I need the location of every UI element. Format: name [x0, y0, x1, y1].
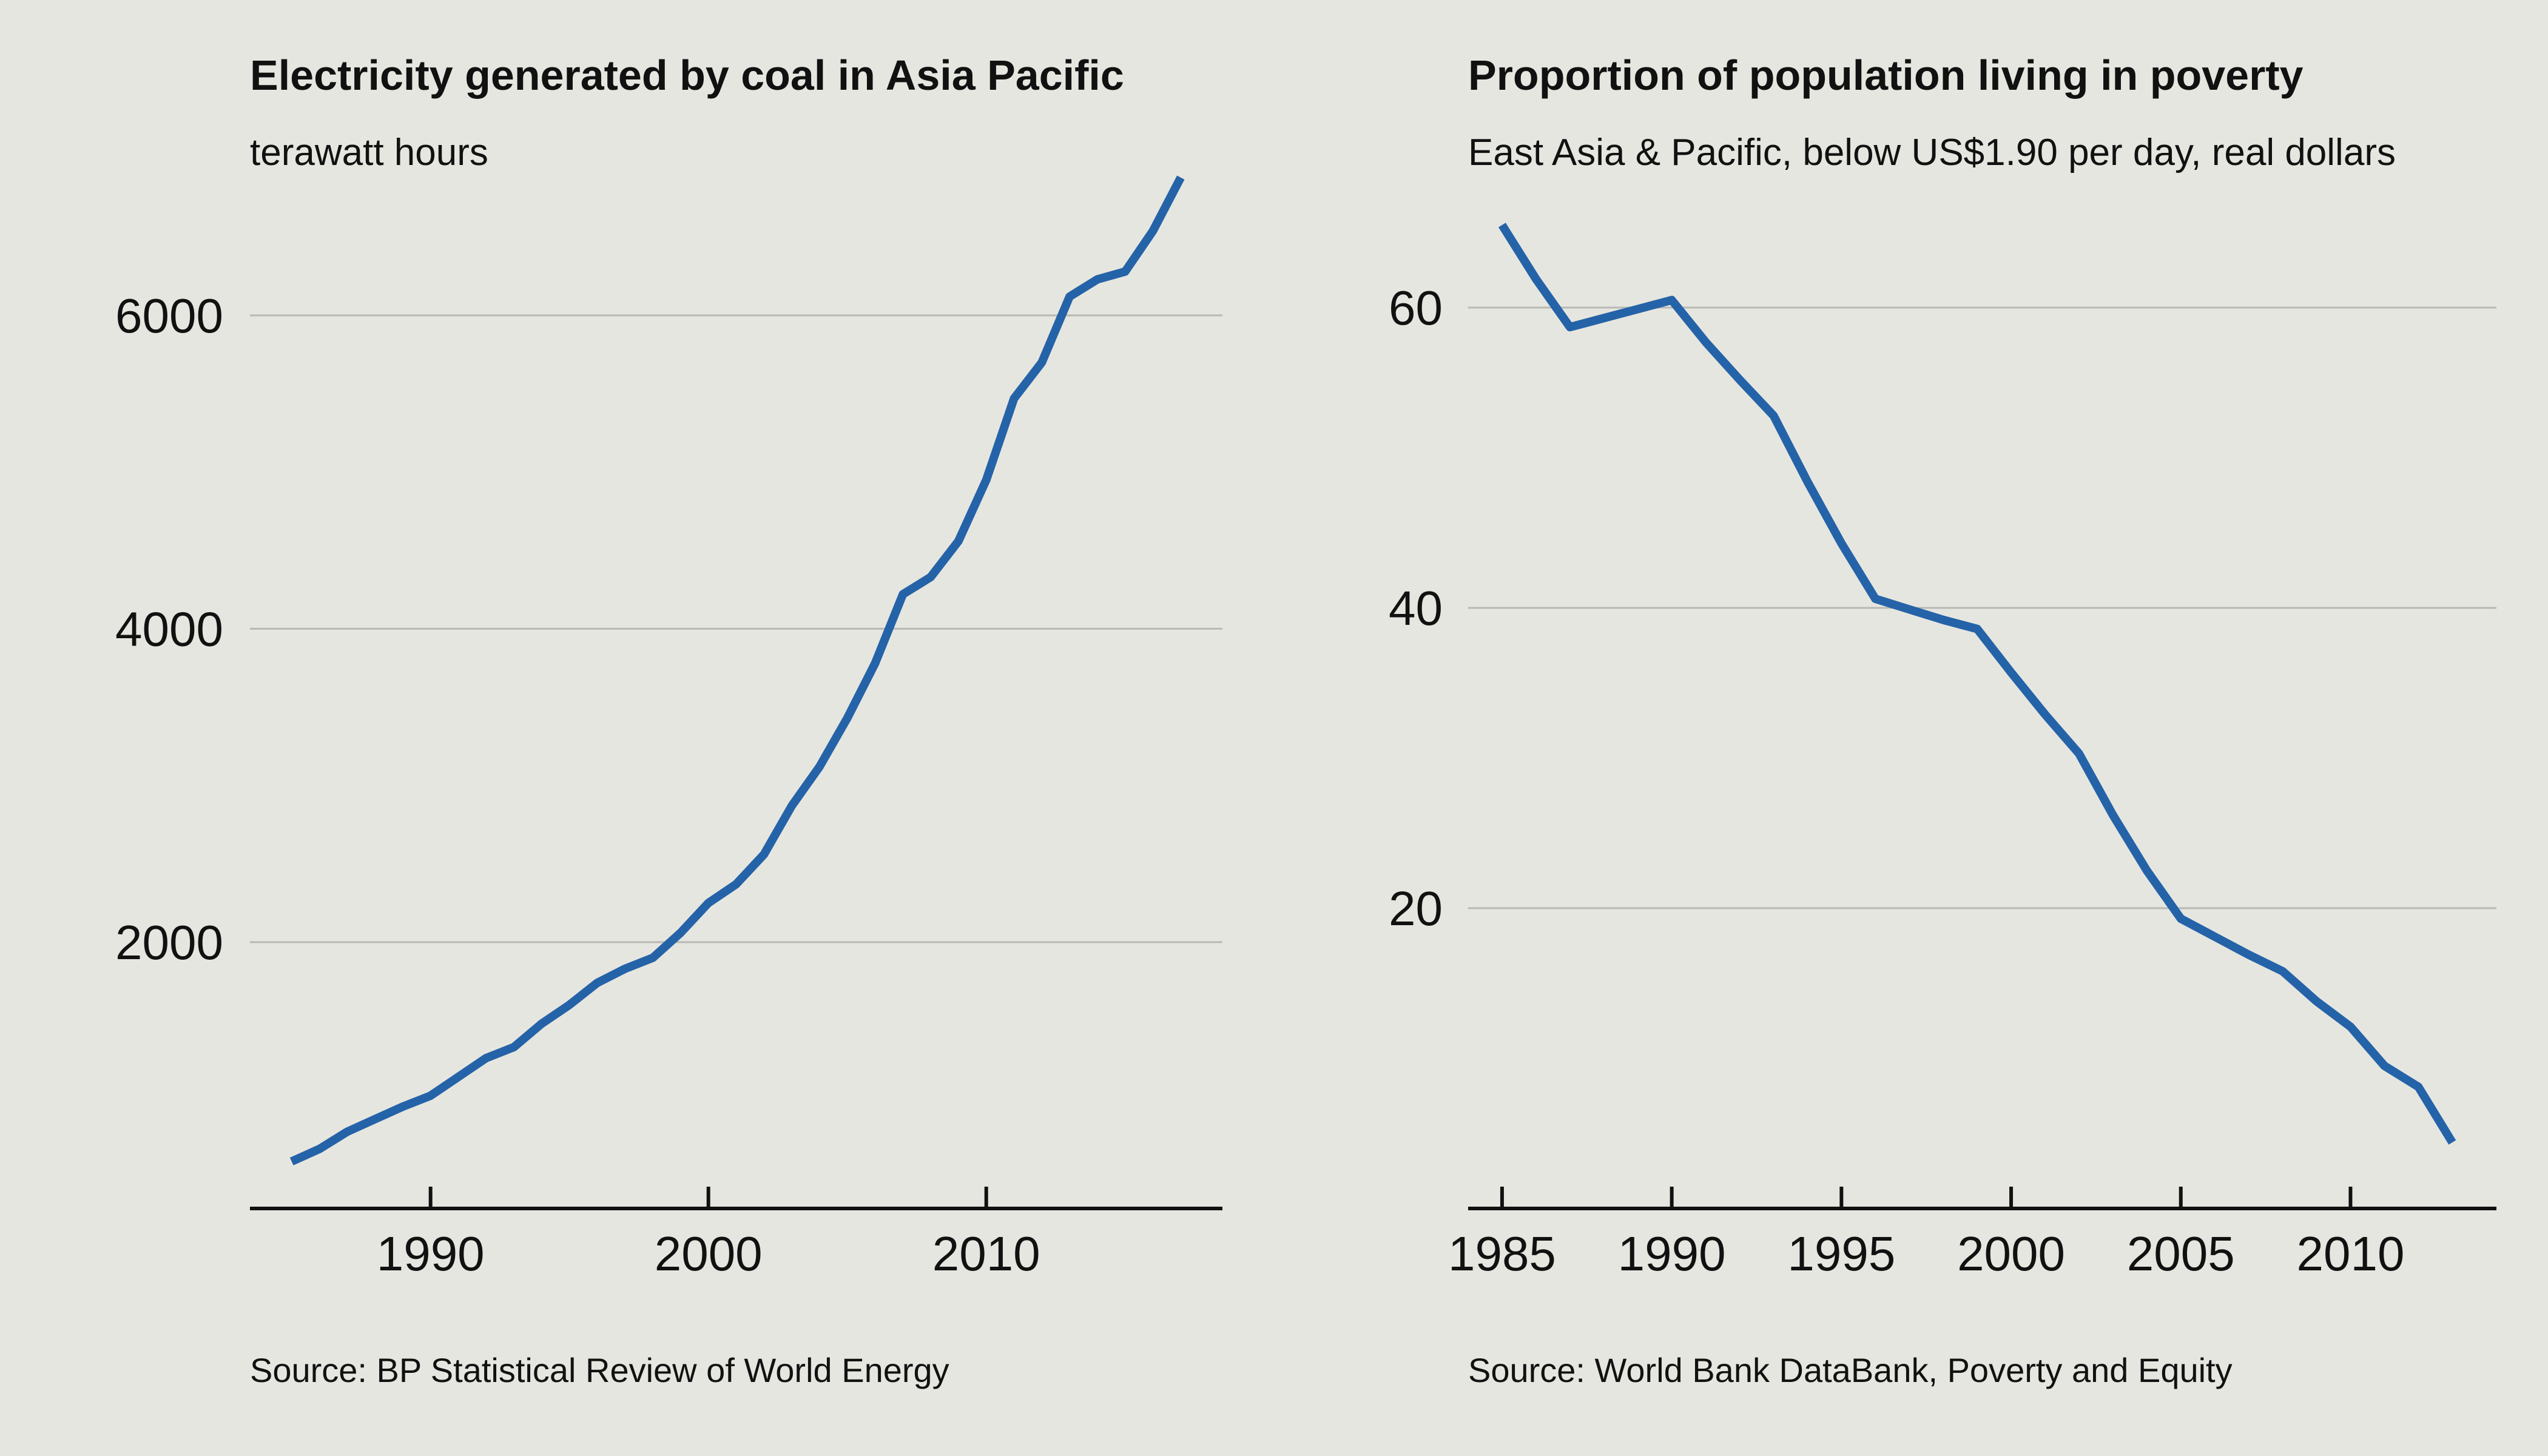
x-tick-label-1985: 1985: [1448, 1227, 1556, 1281]
chart2-title: Proportion of population living in pover…: [1468, 52, 2304, 99]
y-tick-label-6000: 6000: [115, 289, 223, 343]
x-tick-label-1995: 1995: [1787, 1227, 1895, 1281]
y-tick-label-60: 60: [1389, 281, 1443, 335]
x-tick-label-2005: 2005: [2127, 1227, 2235, 1281]
chart1-series-line: [289, 175, 1185, 1165]
y-tick-label-2000: 2000: [115, 915, 223, 969]
chart1-x-ticks: 1990 2000 2010: [377, 1187, 1040, 1281]
chart2-gridlines: [1468, 306, 2496, 909]
x-tick-label-1990: 1990: [1618, 1227, 1726, 1281]
chart2-y-tick-labels: 20 40 60: [1389, 281, 1443, 935]
chart2-subtitle: East Asia & Pacific, below US$1.90 per d…: [1468, 132, 2396, 174]
x-tick-label-2010: 2010: [932, 1227, 1040, 1281]
x-tick-label-2010: 2010: [2296, 1227, 2404, 1281]
chart1-source: Source: BP Statistical Review of World E…: [250, 1351, 949, 1389]
chart2-source: Source: World Bank DataBank, Poverty and…: [1468, 1351, 2233, 1389]
x-tick-label-1990: 1990: [377, 1227, 485, 1281]
chart-coal-electricity: Electricity generated by coal in Asia Pa…: [115, 52, 1222, 1389]
x-tick-label-2000: 2000: [655, 1227, 763, 1281]
chart1-title: Electricity generated by coal in Asia Pa…: [250, 52, 1124, 99]
y-tick-label-20: 20: [1389, 881, 1443, 935]
chart1-subtitle: terawatt hours: [250, 132, 488, 174]
x-tick-label-2000: 2000: [1957, 1227, 2065, 1281]
chart2-x-ticks: 1985 1990 1995 2000 2005 2010: [1448, 1187, 2404, 1281]
chart2-series-line: [1498, 223, 2456, 1145]
chart-poverty-proportion: Proportion of population living in pover…: [1389, 52, 2496, 1389]
chart1-gridlines: [250, 314, 1222, 943]
y-tick-label-40: 40: [1389, 581, 1443, 635]
y-tick-label-4000: 4000: [115, 602, 223, 656]
chart1-y-tick-labels: 2000 4000 6000: [115, 289, 223, 969]
